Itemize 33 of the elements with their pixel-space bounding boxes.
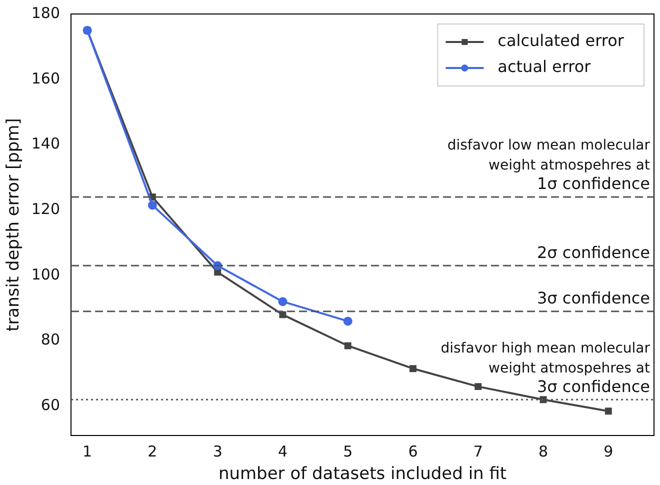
y-tick-label: 180 [31, 4, 60, 22]
x-tick-label: 7 [473, 442, 483, 460]
point [148, 200, 157, 210]
point [474, 383, 482, 390]
y-tick-label: 140 [31, 134, 60, 153]
x-tick-label: 8 [538, 442, 548, 460]
point [604, 408, 612, 415]
x-tick-label: 9 [604, 442, 614, 460]
x-axis-title: number of datasets included in fit [218, 464, 507, 484]
point [279, 311, 286, 318]
point [214, 268, 222, 276]
point [343, 316, 352, 326]
x-tick-label: 4 [278, 442, 288, 460]
y-axis-title: transit depth error [ppm] [4, 118, 24, 332]
y-tick-label: 60 [40, 396, 60, 414]
point [344, 342, 352, 350]
ref-line-label: 2σ confidence [537, 242, 650, 262]
x-tick-label: 1 [82, 442, 92, 460]
legend-label: calculated error [498, 31, 624, 50]
x-tick-label: 3 [212, 442, 222, 460]
point [410, 365, 416, 372]
x-tick-label: 2 [148, 442, 158, 460]
y-tick-label: 160 [31, 69, 60, 88]
y-tick-label: 80 [40, 330, 60, 349]
y-tick-label: 100 [31, 265, 60, 284]
ref-line-label: disfavor low mean molecular weight atmospehres at 1σ confidence [447, 138, 651, 194]
y-tick-label: 120 [31, 200, 60, 218]
point [278, 297, 288, 306]
x-tick-label: 6 [408, 442, 418, 460]
legend-label: actual error [498, 57, 592, 76]
x-tick-label: 5 [343, 442, 353, 460]
ref-line-label: disfavor high mean molecular weight atmospehres at 3σ confidence [440, 340, 651, 396]
ref-line-label: 3σ confidence [537, 288, 650, 308]
